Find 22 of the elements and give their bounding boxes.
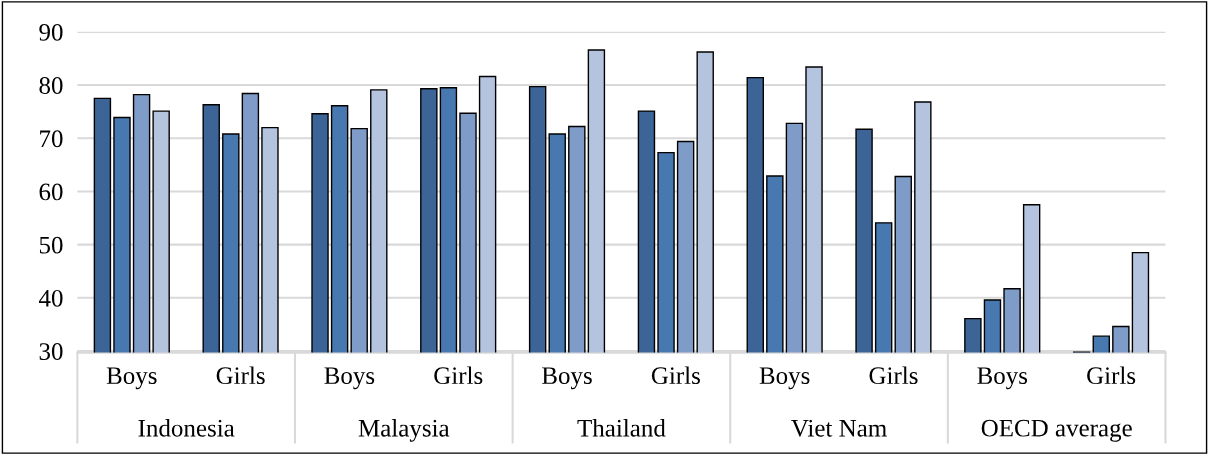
y-tick-label: 90 xyxy=(39,23,63,41)
x-tick-label: Girls xyxy=(869,366,918,385)
x-tick-label: Girls xyxy=(651,366,700,385)
text: Viet Nam xyxy=(791,419,887,437)
x-tick-label: Boys xyxy=(324,367,375,390)
text: OECD average xyxy=(981,419,1132,442)
x-tick-label: Girls xyxy=(434,366,483,385)
x-tick-label: Girls xyxy=(216,366,265,385)
x-tick-label: Boys xyxy=(542,367,592,390)
x-tick-label: Boys xyxy=(106,367,157,390)
text: Malaysia xyxy=(358,419,450,442)
x-tick-label: Girls xyxy=(1087,366,1136,385)
y-tick-label: 80 xyxy=(39,77,63,94)
text: Thailand xyxy=(577,419,666,437)
y-tick-label: 50 xyxy=(39,236,63,254)
y-tick-label: 40 xyxy=(38,289,63,307)
y-tick-label: 70 xyxy=(40,130,63,148)
y-tick-label: 30 xyxy=(39,343,63,360)
text: Indonesia xyxy=(138,419,235,437)
x-tick-label: Boys xyxy=(977,367,1028,390)
y-tick-label: 60 xyxy=(39,183,63,201)
x-tick-label: Boys xyxy=(759,367,810,390)
